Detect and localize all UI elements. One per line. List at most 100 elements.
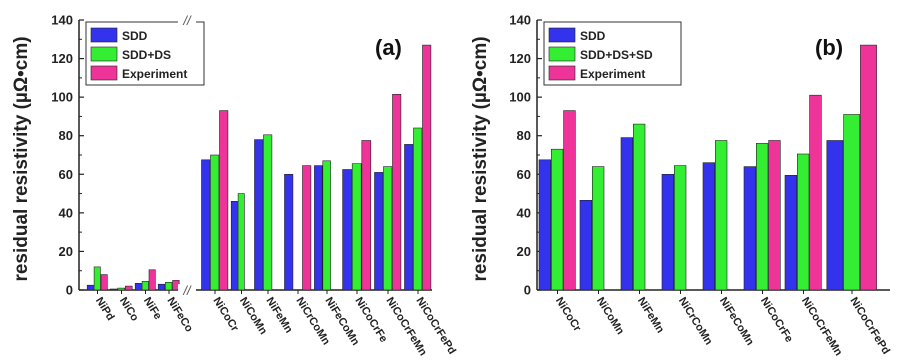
y-tick-label: 140 — [51, 13, 73, 28]
y-tick-label: 40 — [59, 205, 73, 220]
bar-experiment-nicocr — [219, 110, 229, 291]
bar-sdd-ds-nicocrfe — [351, 163, 362, 291]
legend-label: SDD+DS+SD — [580, 48, 653, 62]
legend-label: Experiment — [122, 67, 187, 81]
bar-sdd-nicocrfe — [743, 166, 756, 291]
bar-sdd-ds-sd-nifecomn — [714, 140, 728, 291]
y-tick-label: 120 — [509, 51, 531, 66]
y-tick-label: 20 — [59, 244, 73, 259]
bar-sdd-ds-sd-nicomn — [591, 166, 605, 291]
x-category-label: NiCoMn — [594, 295, 626, 337]
bar-experiment-nicocrfepd — [860, 44, 877, 291]
bar-experiment-nicrcomn — [302, 165, 312, 291]
legend-swatch — [90, 65, 118, 81]
bar-sdd-ds-sd-nicocrfe — [755, 143, 769, 291]
chart-panel-a: 0 20 40 60 80 100 120 140 residual resistivity (… — [11, 13, 458, 359]
legend-swatch — [548, 27, 576, 43]
y-tick-label: 60 — [517, 167, 531, 182]
bar-sdd-nicocrfemn — [374, 172, 384, 291]
x-category-label: NiCo — [117, 295, 141, 323]
x-category-label: NiFe — [141, 295, 164, 322]
bar-sdd-nicocrfepd — [826, 140, 844, 291]
bar-sdd-nicocrfemn — [784, 175, 797, 291]
bar-sdd-nicocr — [201, 159, 211, 291]
y-tick-label: 80 — [59, 128, 73, 143]
x-category-label: NiPd — [93, 295, 116, 323]
bar-sdd-ds-sd-nifemn — [632, 123, 646, 291]
bar-sdd-nifeco — [157, 283, 166, 291]
legend-swatch — [90, 46, 118, 62]
bar-sdd-ds-sd-nicocrfepd — [843, 114, 861, 291]
bar-sdd-ds-sd-nicrcomn — [673, 165, 687, 291]
bar-experiment-nife — [148, 269, 156, 291]
bar-sdd-nicomn — [230, 201, 238, 291]
chart-panel-b: 0 20 40 60 80 100 120 140 residual resistivity (… — [470, 13, 892, 359]
legend-label: SDD+DS — [122, 48, 171, 62]
bar-sdd-ds-nicomn — [237, 193, 245, 291]
x-category-label: NiCoCrFeMn — [799, 295, 845, 358]
legend-label: SDD — [122, 29, 148, 43]
bar-sdd-ds-nifecomn — [322, 160, 331, 291]
bar-sdd-nicrcomn — [661, 174, 674, 291]
bar-sdd-nicocrfe — [342, 169, 352, 291]
x-category-label: NiFeCo — [164, 295, 195, 334]
bar-sdd-ds-sd-nicocrfemn — [796, 153, 810, 291]
y-axis-title: residual resistivity (µΩ•cm) — [11, 36, 32, 281]
bar-experiment-nicocrfemn — [809, 94, 822, 291]
bar-sdd-nicomn — [579, 200, 592, 291]
axis-break-gap-top — [178, 14, 196, 26]
y-tick-label: 40 — [517, 205, 531, 220]
x-category-label: NiCrCoMn — [676, 295, 715, 347]
bar-experiment-nicocrfe — [768, 140, 781, 291]
axis-break-mark-top: // — [182, 13, 192, 28]
x-category-label: NiFeMn — [635, 295, 666, 335]
y-axis-title: residual resistivity (µΩ•cm) — [470, 36, 491, 281]
bar-sdd-ds-sd-nicocr — [550, 148, 564, 291]
bar-sdd-nifemn — [254, 139, 264, 291]
x-category-label: NiCoCrFePd — [847, 295, 892, 356]
bar-sdd-ds-nicocr — [210, 154, 220, 291]
legend-swatch — [548, 65, 576, 81]
bar-sdd-ds-nifeco — [165, 281, 173, 291]
y-tick-label: 20 — [517, 244, 531, 259]
legend-swatch — [90, 27, 118, 43]
bar-sdd-ds-nife — [141, 280, 149, 291]
y-tick-label: 0 — [524, 283, 531, 298]
panel-label: (a) — [375, 35, 402, 60]
y-tick-label: 120 — [51, 51, 73, 66]
bar-sdd-ds-nicocrfepd — [413, 127, 423, 291]
axis-break-mark-bottom: // — [182, 283, 192, 298]
panel-label: (b) — [815, 35, 843, 60]
legend-label: SDD — [580, 29, 606, 43]
axis-break-gap-bottom — [178, 284, 196, 296]
bar-experiment-nicocr — [563, 110, 576, 291]
bar-experiment-nicocrfepd — [422, 44, 432, 291]
y-tick-label: 0 — [66, 283, 73, 298]
bar-sdd-nifecomn — [314, 165, 323, 291]
bar-experiment-nicocrfe — [361, 140, 372, 291]
bar-sdd-ds-nifemn — [263, 134, 273, 291]
bar-sdd-nicrcomn — [284, 174, 294, 291]
y-tick-label: 100 — [509, 90, 531, 105]
y-tick-label: 140 — [509, 13, 531, 28]
bar-sdd-nifemn — [620, 137, 633, 291]
bar-sdd-ds-nicocrfemn — [383, 166, 393, 291]
bar-sdd-nipd — [86, 284, 94, 291]
bar-experiment-nipd — [100, 274, 108, 291]
bar-sdd-ds-nipd — [93, 266, 101, 291]
x-category-label: NiCoCr — [210, 295, 241, 334]
bar-sdd-nife — [134, 282, 142, 291]
bar-sdd-nico — [110, 288, 118, 291]
y-tick-label: 60 — [59, 167, 73, 182]
legend-swatch — [548, 46, 576, 62]
bar-sdd-nifecomn — [702, 162, 715, 291]
legend-label: Experiment — [580, 67, 645, 81]
x-category-label: NiCoCr — [553, 295, 584, 334]
bar-experiment-nico — [125, 285, 133, 291]
x-category-label: NiFeCoMn — [717, 295, 756, 348]
bar-sdd-nicocr — [538, 159, 551, 291]
y-tick-label: 80 — [517, 128, 531, 143]
bar-sdd-ds-nico — [117, 287, 126, 291]
bar-experiment-nicocrfemn — [392, 94, 402, 291]
